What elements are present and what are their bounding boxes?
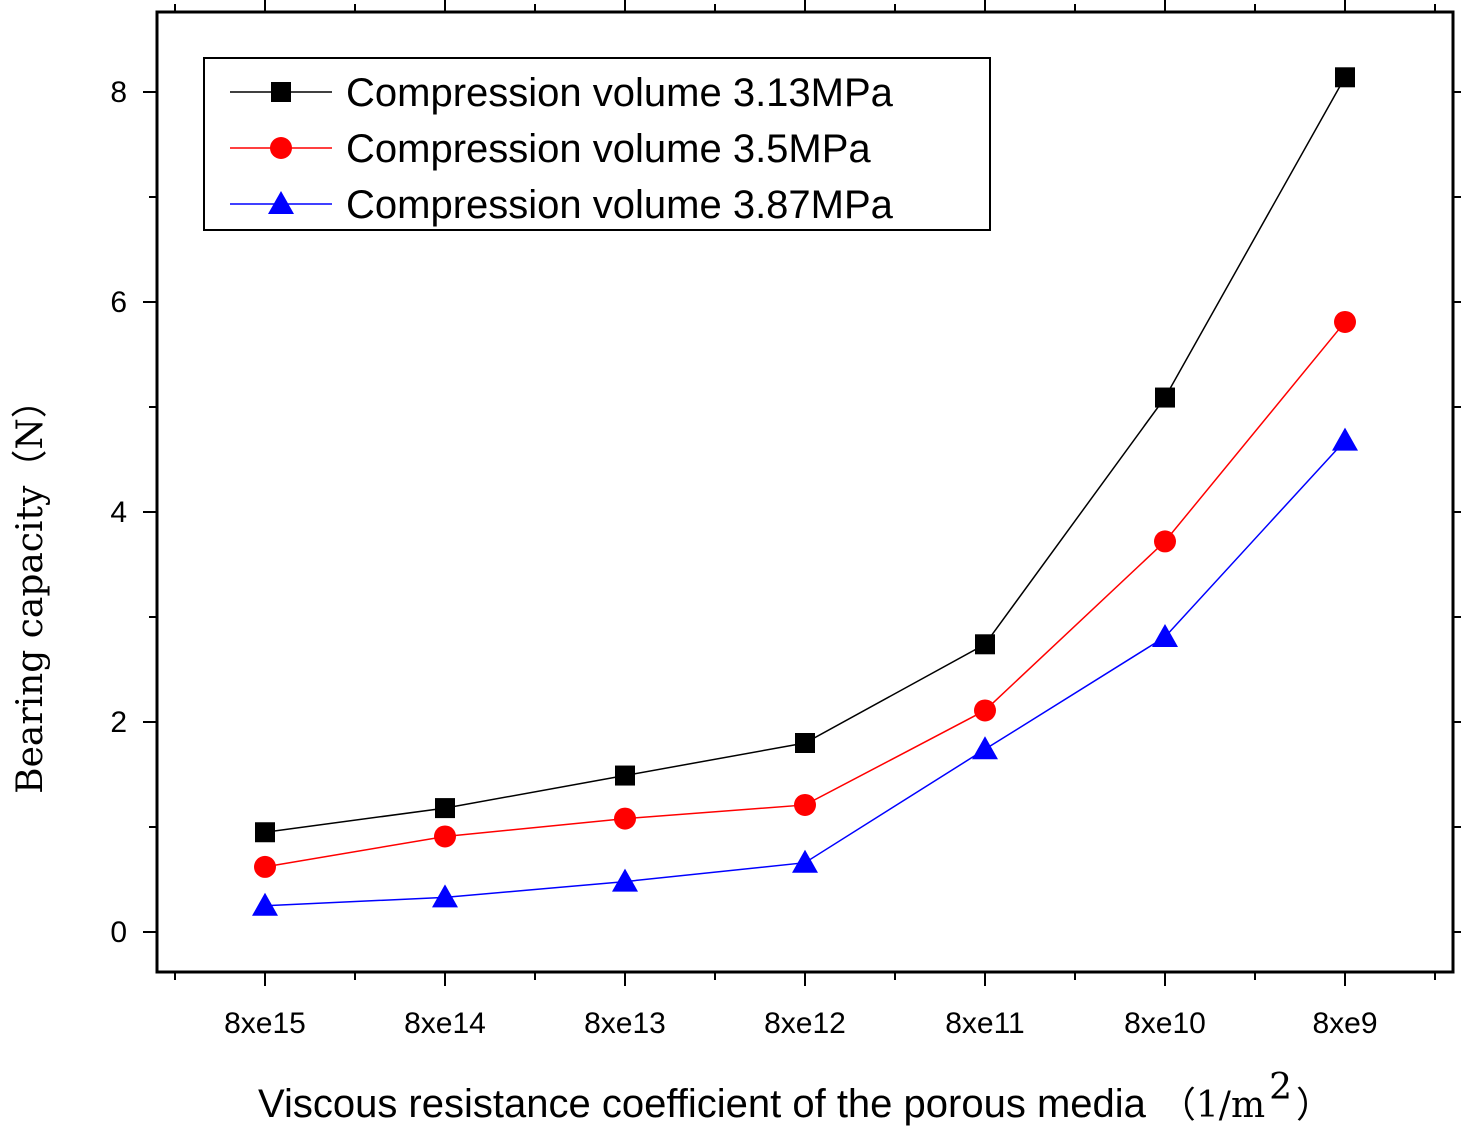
legend-marker <box>271 82 291 102</box>
y-tick-label: 8 <box>110 76 127 109</box>
legend-label: Compression volume 3.13MPa <box>346 71 894 115</box>
legend-label: Compression volume 3.87MPa <box>346 183 894 227</box>
x-axis-title: Viscous resistance coefficient of the po… <box>258 1067 1332 1126</box>
legend-marker <box>270 137 292 159</box>
data-point <box>1155 387 1175 408</box>
series-line <box>264 321 1346 868</box>
data-point <box>975 634 995 655</box>
x-axis-unit-close: ） <box>1296 1085 1332 1126</box>
data-point <box>612 868 638 892</box>
x-axis-title-text: Viscous resistance coefficient of the po… <box>258 1082 1147 1126</box>
data-point <box>432 884 458 908</box>
plot-frame <box>155 10 1455 974</box>
data-point <box>1334 310 1356 333</box>
x-tick-label: 8xe13 <box>584 1007 666 1040</box>
series-1 <box>255 67 1355 843</box>
x-tick-label: 8xe9 <box>1312 1007 1377 1040</box>
legend-entry-1: Compression volume 3.13MPa <box>230 71 894 115</box>
x-tick-label: 8xe15 <box>224 1007 306 1040</box>
series-layer <box>252 67 1358 916</box>
major-ticks <box>143 0 1461 986</box>
tick-labels: 8xe15 8xe14 8xe13 8xe12 8xe11 8xe10 8xe9 0 2 4 6 8 <box>110 76 1377 1040</box>
x-tick-label: 8xe12 <box>764 1007 846 1040</box>
y-tick-label: 2 <box>110 706 127 739</box>
legend: Compression volume 3.13MPa Compression vo… <box>203 57 991 231</box>
data-point <box>972 736 998 760</box>
x-tick-label: 8xe14 <box>404 1007 486 1040</box>
legend-entry-3: Compression volume 3.87MPa <box>230 183 894 227</box>
y-tick-label: 4 <box>110 496 127 529</box>
x-axis-unit: （1/m <box>1160 1085 1265 1126</box>
legend-box <box>203 57 991 231</box>
legend-marker <box>268 191 294 214</box>
y-axis-title: Bearing capacity（N） <box>10 382 51 794</box>
data-point <box>434 825 456 848</box>
data-point <box>795 733 815 753</box>
data-point <box>255 822 275 843</box>
data-point <box>254 855 276 878</box>
y-tick-label: 0 <box>110 916 127 949</box>
data-point <box>794 793 816 816</box>
data-point <box>614 807 636 830</box>
data-point <box>1154 530 1176 553</box>
data-point <box>1335 67 1355 88</box>
x-axis-unit-superscript: 2 <box>1269 1067 1292 1108</box>
x-tick-label: 8xe11 <box>945 1007 1025 1040</box>
legend-entry-2: Compression volume 3.5MPa <box>230 127 871 171</box>
x-tick-label: 8xe10 <box>1124 1007 1206 1040</box>
data-point <box>252 892 278 916</box>
data-point <box>435 798 455 819</box>
series-line <box>264 440 1346 907</box>
series-2 <box>254 310 1356 878</box>
data-point <box>1332 427 1358 451</box>
legend-label: Compression volume 3.5MPa <box>346 127 871 171</box>
data-point <box>615 765 635 786</box>
series-3 <box>252 427 1358 916</box>
data-point <box>1152 623 1178 647</box>
data-point <box>792 849 818 873</box>
data-point <box>974 699 996 722</box>
y-tick-label: 6 <box>110 286 127 319</box>
